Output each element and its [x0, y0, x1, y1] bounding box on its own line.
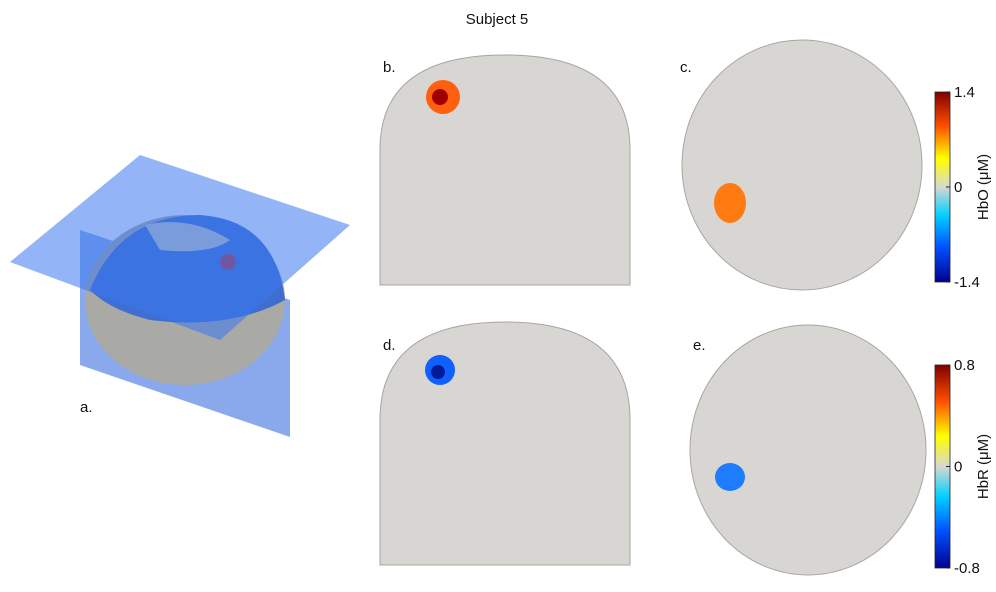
colorbar-tick-label: 0 — [954, 179, 962, 196]
panel-label: e. — [693, 337, 706, 354]
activation-core — [431, 365, 445, 379]
panel-label: a. — [80, 399, 93, 416]
colorbar-tick-label: -0.8 — [954, 560, 980, 577]
figure-title: Subject 5 — [466, 11, 529, 28]
activation — [715, 463, 745, 491]
colorbar-label: HbO (μM) — [975, 154, 992, 220]
colorbar-label: HbR (μM) — [975, 434, 992, 499]
colorbar-tick-label: 1.4 — [954, 84, 975, 101]
brain-3d — [10, 155, 350, 437]
panel-label: b. — [383, 59, 396, 76]
panel-label: c. — [680, 59, 692, 76]
axial-slice — [689, 324, 927, 576]
activation — [714, 183, 746, 223]
coronal-slice — [379, 321, 631, 566]
panel-label: d. — [383, 337, 396, 354]
coronal-slice — [379, 54, 631, 286]
activation-core — [432, 89, 448, 105]
axial-slice — [681, 39, 923, 291]
colorbar-tick-label: -1.4 — [954, 274, 980, 291]
colorbar-tick-label: 0 — [954, 459, 962, 476]
colorbar-tick-label: 0.8 — [954, 357, 975, 374]
